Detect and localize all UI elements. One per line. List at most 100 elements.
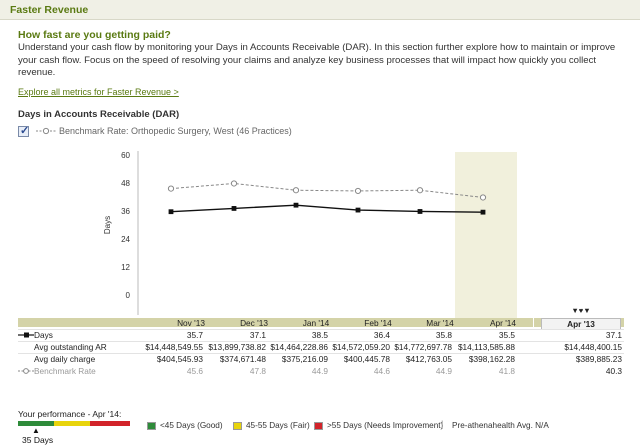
table-cell: 36.4 (373, 330, 390, 340)
performance-label: Your performance - Apr '14: (18, 409, 122, 419)
benchmark-point (479, 194, 487, 201)
table-cell: 35.7 (186, 330, 203, 340)
benchmark-legend-icon (36, 127, 56, 135)
benchmark-point (354, 187, 362, 195)
legend-good-swatch (147, 421, 156, 430)
days-point (168, 209, 174, 215)
performance-scale-fair (54, 421, 90, 426)
table-row: Days 35.7 37.1 38.5 36.4 35.8 35.5 37.1 (18, 330, 624, 341)
table-cell: $404,545.93 (156, 354, 203, 364)
legend-pre-athena-label: Pre-athenahealth Avg. N/A (452, 421, 549, 430)
table-cell-compare: 37.1 (605, 330, 622, 340)
table-header-month: Nov '13 (177, 318, 205, 328)
series-line-days (170, 204, 484, 213)
table-header-bar: Nov '13 Dec '13 Jan '14 Feb '14 Mar '14 Apr '… (18, 318, 624, 330)
legend-poor: >55 Days (Needs Improvement) (314, 421, 443, 430)
table-cell: $14,572,059.20 (332, 342, 390, 352)
dar-title: Days in Accounts Receivable (DAR) (18, 109, 180, 120)
table-cell: 41.8 (498, 366, 515, 376)
table-row: Benchmark Rate 45.6 47.8 44.9 44.6 44.9 41.8 40… (18, 366, 624, 377)
y-tick-label: 48 (121, 179, 130, 188)
table-row-label-text: Days (34, 330, 53, 340)
table-cell: 44.6 (373, 366, 390, 376)
table-row-label-text: Benchmark Rate (34, 366, 96, 376)
table-cell: 44.9 (311, 366, 328, 376)
benchmark-checkbox[interactable]: ✓ (18, 124, 30, 137)
table-row-divider (18, 329, 624, 330)
table-row-label: Benchmark Rate (18, 366, 96, 377)
legend-poor-swatch (314, 421, 323, 430)
legend-good-label: <45 Days (Good) (160, 421, 223, 430)
table-cell: 35.8 (435, 330, 452, 340)
benchmark-point (292, 187, 300, 194)
section-title: Faster Revenue (10, 4, 89, 16)
table-cell-compare: $389,885.23 (575, 354, 622, 364)
table-cell: $374,671.48 (219, 354, 266, 364)
days-point (480, 209, 486, 215)
legend-fair-label: 45-55 Days (Fair) (246, 421, 310, 430)
table-row-label: Days (18, 330, 53, 341)
legend-good: <45 Days (Good) (147, 421, 223, 430)
performance-marker-icon: ▲ (32, 426, 40, 435)
checkmark-icon: ✓ (20, 124, 30, 137)
question-title: How fast are you getting paid? (18, 29, 171, 41)
highlight-column (455, 152, 517, 318)
table-cell: 35.5 (498, 330, 515, 340)
table-cell: $412,763.05 (405, 354, 452, 364)
days-point (355, 207, 361, 213)
days-point (417, 209, 423, 214)
table-cell: $14,448,549.55 (145, 342, 203, 352)
table-cell: 47.8 (249, 366, 266, 376)
days-point (293, 202, 299, 208)
legend-fair: 45-55 Days (Fair) (233, 421, 310, 430)
table-header-month: Apr '14 (489, 318, 517, 328)
table-row-divider (18, 341, 624, 342)
table-cell-compare: $14,448,400.15 (564, 342, 622, 352)
table-header-month: Mar '14 (426, 318, 454, 328)
performance-value: 35 Days (22, 435, 54, 445)
table-cell-compare: 40.3 (605, 366, 622, 376)
section-header: Faster Revenue (0, 0, 640, 20)
question-description: Understand your cash flow by monitoring … (18, 42, 616, 78)
table-header-month: Feb '14 (364, 318, 392, 328)
table-cell: 44.9 (435, 366, 452, 376)
explore-metrics-link[interactable]: Explore all metrics for Faster Revenue > (18, 87, 179, 97)
table-cell: 45.6 (186, 366, 203, 376)
table-header-separator (533, 318, 534, 327)
benchmark-point (167, 185, 175, 192)
benchmark-point (230, 180, 238, 187)
table-cell: 37.1 (249, 330, 266, 340)
performance-scale-bar (18, 421, 130, 426)
compare-marker-icon: ▼♥▼ (571, 306, 591, 315)
table-header-month: Jan '14 (302, 318, 330, 328)
days-legend-icon (18, 331, 34, 341)
y-tick-label: 24 (121, 235, 130, 244)
benchmark-legend-icon (18, 367, 34, 377)
table-cell: $398,162.28 (468, 354, 515, 364)
table-row-label-text: Avg outstanding AR (34, 342, 107, 352)
table-row-label-text: Avg daily charge (34, 354, 96, 364)
y-tick-label: 0 (126, 291, 131, 300)
legend-fair-swatch (233, 421, 242, 430)
performance-scale-poor (90, 421, 130, 426)
table-cell: $14,113,585.88 (457, 342, 515, 352)
series-line-benchmark (170, 182, 484, 198)
table-row-divider (18, 353, 624, 354)
y-axis-label: Days (103, 216, 112, 234)
table-cell: 38.5 (311, 330, 328, 340)
table-cell: $14,464,228.86 (270, 342, 328, 352)
dar-chart: 60 48 36 24 12 0 Days (103, 151, 517, 318)
table-row: Avg daily charge $404,545.93 $374,671.48 $3… (18, 354, 624, 365)
table-header-month: Dec '13 (240, 318, 268, 328)
y-tick-label: 36 (121, 207, 130, 216)
legend-poor-label: >55 Days (Needs Improvement) (327, 421, 444, 430)
table-cell: $14,772,697.78 (394, 342, 452, 352)
days-point (231, 206, 237, 211)
benchmark-toggle-row: ✓ Benchmark Rate: Orthopedic Surgery, We… (18, 125, 292, 137)
legend-pre-athena: Pre-athenahealth Avg. N/A (452, 421, 549, 430)
table-header-row: Nov '13 Dec '13 Jan '14 Feb '14 Mar '14 Apr '… (18, 318, 624, 330)
legend-divider: | (441, 419, 444, 429)
table-row: Avg outstanding AR $14,448,549.55 $13,899,… (18, 342, 624, 353)
table-row-label: Avg outstanding AR (18, 342, 107, 352)
table-cell: $400,445.78 (343, 354, 390, 364)
